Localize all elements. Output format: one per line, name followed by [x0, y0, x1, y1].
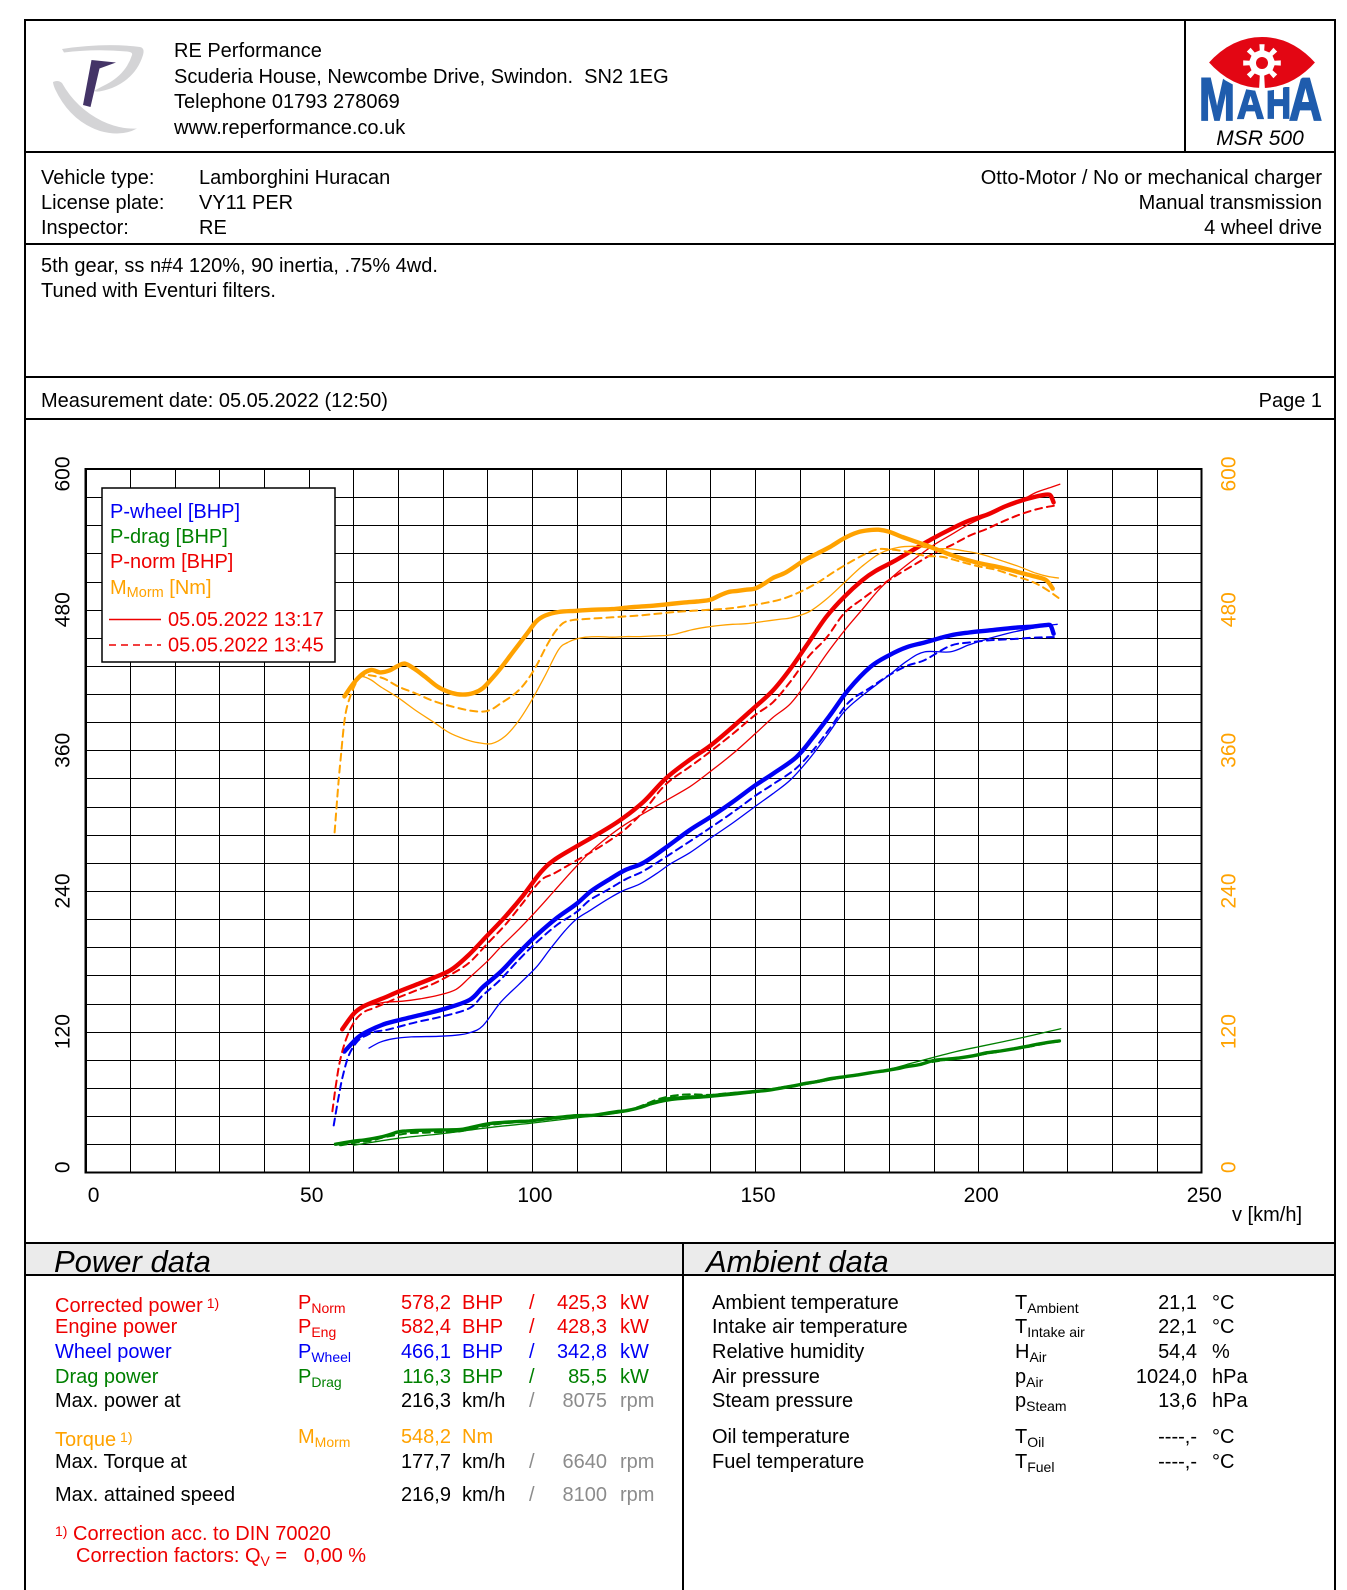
svg-text:50: 50: [300, 1184, 323, 1207]
svg-text:480: 480: [52, 592, 75, 627]
svg-text:200: 200: [964, 1184, 999, 1207]
svg-text:600: 600: [1218, 456, 1241, 491]
svg-text:250: 250: [1187, 1184, 1222, 1207]
svg-text:150: 150: [740, 1184, 775, 1207]
svg-text:360: 360: [1218, 733, 1241, 768]
svg-text:240: 240: [52, 873, 75, 908]
svg-text:0: 0: [88, 1184, 100, 1207]
svg-text:P-wheel [BHP]: P-wheel [BHP]: [110, 501, 240, 523]
svg-text:v [km/h]: v [km/h]: [1232, 1204, 1302, 1226]
svg-text:600: 600: [52, 456, 75, 491]
svg-text:0: 0: [52, 1161, 75, 1173]
svg-text:100: 100: [517, 1184, 552, 1207]
svg-text:P-norm [BHP]: P-norm [BHP]: [110, 551, 233, 573]
svg-text:360: 360: [52, 733, 75, 768]
svg-text:05.05.2022 13:17: 05.05.2022 13:17: [168, 609, 324, 631]
svg-text:05.05.2022 13:45: 05.05.2022 13:45: [168, 635, 324, 657]
svg-text:120: 120: [52, 1014, 75, 1049]
svg-text:120: 120: [1218, 1014, 1241, 1049]
svg-text:480: 480: [1218, 592, 1241, 627]
svg-text:P-drag [BHP]: P-drag [BHP]: [110, 526, 228, 548]
svg-text:0: 0: [1218, 1161, 1241, 1173]
svg-text:240: 240: [1218, 873, 1241, 908]
